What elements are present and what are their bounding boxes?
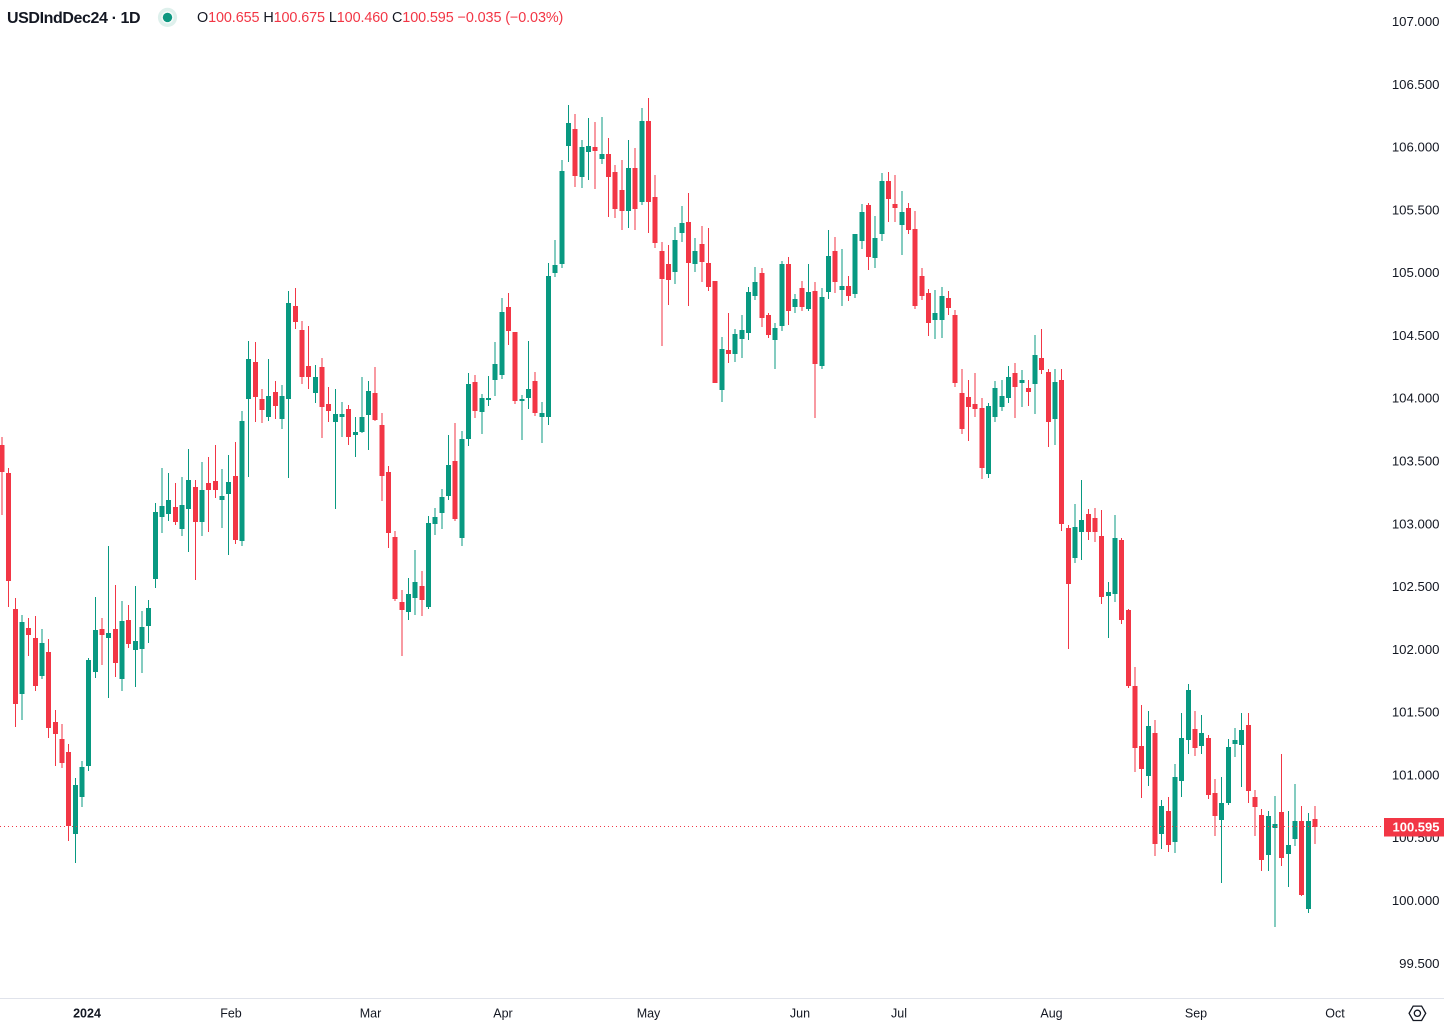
svg-text:104.000: 104.000 <box>1392 391 1440 406</box>
svg-text:100.595: 100.595 <box>1393 820 1440 835</box>
svg-text:106.500: 106.500 <box>1392 77 1440 92</box>
svg-text:Jul: Jul <box>891 1007 907 1021</box>
svg-text:Mar: Mar <box>360 1007 382 1021</box>
svg-text:101.000: 101.000 <box>1392 767 1440 782</box>
svg-text:99.500: 99.500 <box>1399 956 1439 971</box>
svg-text:101.500: 101.500 <box>1392 705 1440 720</box>
svg-text:May: May <box>637 1007 661 1021</box>
svg-text:102.500: 102.500 <box>1392 579 1440 594</box>
svg-text:Oct: Oct <box>1325 1007 1345 1021</box>
svg-text:Apr: Apr <box>493 1007 512 1021</box>
svg-text:105.000: 105.000 <box>1392 265 1440 280</box>
svg-text:103.000: 103.000 <box>1392 516 1440 531</box>
svg-text:O100.655 H100.675 L100.460 C10: O100.655 H100.675 L100.460 C100.595 −0.0… <box>197 10 563 26</box>
svg-text:104.500: 104.500 <box>1392 328 1440 343</box>
svg-text:Sep: Sep <box>1185 1007 1207 1021</box>
svg-text:106.000: 106.000 <box>1392 140 1440 155</box>
svg-text:107.000: 107.000 <box>1392 14 1440 29</box>
svg-text:Feb: Feb <box>220 1007 242 1021</box>
svg-text:105.500: 105.500 <box>1392 202 1440 217</box>
svg-text:103.500: 103.500 <box>1392 454 1440 469</box>
svg-text:USDIndDec24 · 1D: USDIndDec24 · 1D <box>7 10 140 27</box>
svg-text:2024: 2024 <box>73 1007 101 1021</box>
svg-text:102.000: 102.000 <box>1392 642 1440 657</box>
svg-text:Jun: Jun <box>790 1007 810 1021</box>
svg-text:100.000: 100.000 <box>1392 893 1440 908</box>
svg-text:Aug: Aug <box>1040 1007 1062 1021</box>
